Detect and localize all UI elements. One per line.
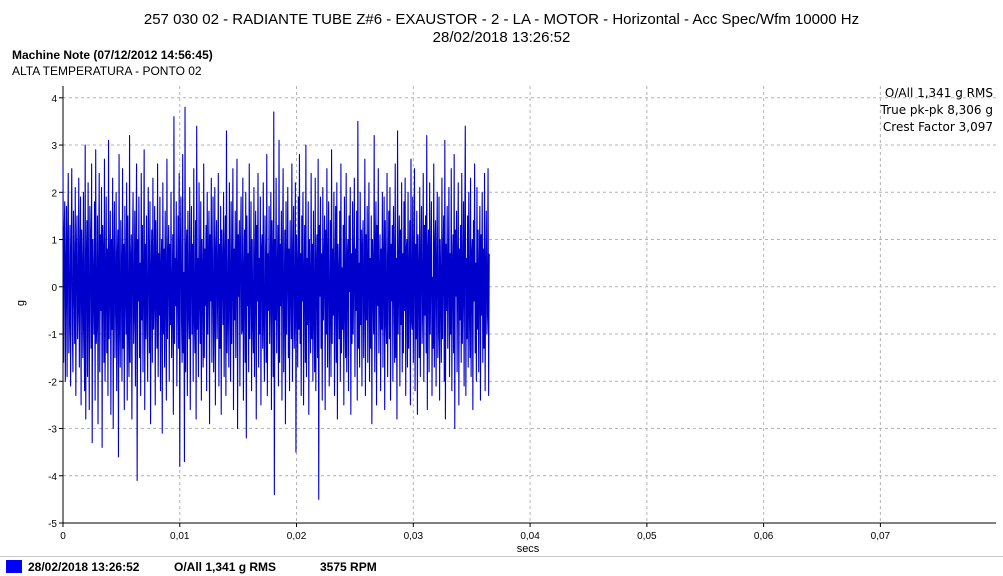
waveform-chart[interactable]: 4 3 2 1 0 -1 -2 -3 -4 -5 0 0,01 0,02 0,03 0,04 0,05 0,0… (0, 0, 1003, 556)
chart-subtitle: 28/02/2018 13:26:52 (432, 29, 571, 46)
x-tick-label: 0,01 (170, 531, 190, 542)
peak-to-peak-readout: True pk-pk 8,306 g (880, 103, 993, 117)
machine-note-text: ALTA TEMPERATURA - PONTO 02 (12, 64, 202, 78)
y-tick-label: 3 (51, 141, 57, 152)
crest-factor-readout: Crest Factor 3,097 (882, 120, 993, 134)
y-tick-label: -5 (48, 519, 57, 530)
status-bar: 28/02/2018 13:26:52 O/All 1,341 g RMS 35… (0, 556, 1003, 576)
y-tick-labels: 4 3 2 1 0 -1 -2 -3 -4 -5 (48, 94, 57, 530)
status-overall: O/All 1,341 g RMS (174, 560, 277, 574)
y-axis-label: g (15, 300, 27, 306)
x-tick-label: 0,04 (520, 531, 540, 542)
machine-note-heading: Machine Note (07/12/2012 14:56:45) (12, 48, 213, 62)
y-tick-label: 4 (51, 94, 57, 105)
x-tick-label: 0,07 (871, 531, 891, 542)
x-tick-labels: 0 0,01 0,02 0,03 0,04 0,05 0,06 0,07 (60, 531, 890, 542)
x-tick-label: 0,02 (287, 531, 307, 542)
y-tick-label: -2 (48, 377, 57, 388)
status-date: 28/02/2018 13:26:52 (28, 560, 140, 574)
y-tick-label: -4 (48, 472, 57, 483)
overall-rms-readout: O/All 1,341 g RMS (884, 86, 993, 100)
chart-title: 257 030 02 - RADIANTE TUBE Z#6 - EXAUSTO… (143, 11, 860, 28)
x-tick-label: 0,05 (637, 531, 657, 542)
series-color-swatch (6, 560, 22, 573)
y-tick-label: -3 (48, 425, 57, 436)
status-rpm: 3575 RPM (320, 560, 377, 574)
y-tick-label: 0 (51, 283, 57, 294)
x-axis-label: secs (517, 543, 540, 555)
waveform-line (62, 106, 490, 500)
x-tick-label: 0,03 (404, 531, 424, 542)
waveform-series (62, 106, 490, 500)
x-tick-label: 0 (60, 531, 66, 542)
x-tick-label: 0,06 (754, 531, 774, 542)
y-tick-label: -1 (48, 330, 57, 341)
y-tick-label: 2 (51, 188, 57, 199)
y-tick-label: 1 (51, 236, 57, 247)
